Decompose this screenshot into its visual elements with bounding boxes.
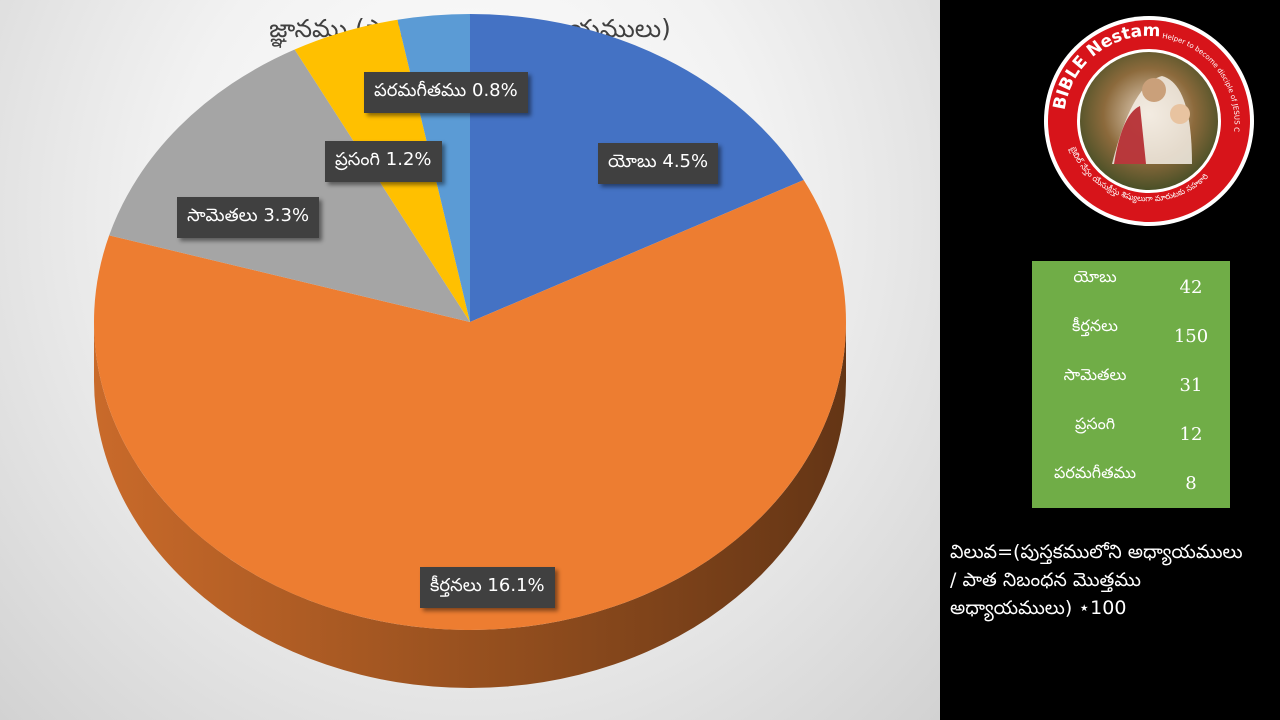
legend-name: కీర్తనలు xyxy=(1072,316,1118,335)
data-label-psalms: కీర్తనలు 16.1% xyxy=(420,567,555,608)
legend-row-psalms: కీర్తనలు 150 xyxy=(1032,310,1230,359)
legend-name: యోబు xyxy=(1073,267,1117,286)
chart-panel: జ్ఞానము (పాత నిబంధన అధ్యాయములు) యోబు 4.5… xyxy=(0,0,940,720)
legend-name: ప్రసంగి xyxy=(1074,414,1116,433)
legend-row-ecclesiastes: ప్రసంగి 12 xyxy=(1032,408,1230,457)
pie-side-psalms xyxy=(94,322,846,688)
pie-slice-proverbs xyxy=(109,49,470,323)
legend-row-proverbs: సామెతలు 31 xyxy=(1032,359,1230,408)
data-label-ecclesiastes: ప్రసంగి 1.2% xyxy=(325,141,442,182)
bible-nestam-logo: BIBLE Nestam Helper to become disciple o… xyxy=(1042,14,1254,226)
formula-text: విలువ=(పుస్తకములోని అధ్యాయములు / పాత నిబ… xyxy=(950,541,1243,619)
data-label-job: యోబు 4.5% xyxy=(598,143,719,184)
legend-count: 150 xyxy=(1173,326,1209,347)
data-label-proverbs: సామెతలు 3.3% xyxy=(177,197,320,238)
legend-count: 12 xyxy=(1179,424,1203,445)
legend-table: యోబు 42 కీర్తనలు 150 సామెతలు 31 ప్రసంగి … xyxy=(1032,261,1230,508)
legend-row-song-of-songs: పరమగీతము 8 xyxy=(1032,457,1230,506)
legend-name: పరమగీతము xyxy=(1053,463,1137,482)
data-label-song-of-songs: పరమగీతము 0.8% xyxy=(364,72,528,113)
legend-count: 31 xyxy=(1179,375,1203,396)
legend-count: 42 xyxy=(1179,277,1203,298)
legend-count: 8 xyxy=(1185,473,1197,494)
pie-chart xyxy=(93,14,846,688)
legend-row-job: యోబు 42 xyxy=(1032,261,1230,310)
pie-slice-psalms xyxy=(93,180,846,631)
legend-name: సామెతలు xyxy=(1063,365,1127,384)
